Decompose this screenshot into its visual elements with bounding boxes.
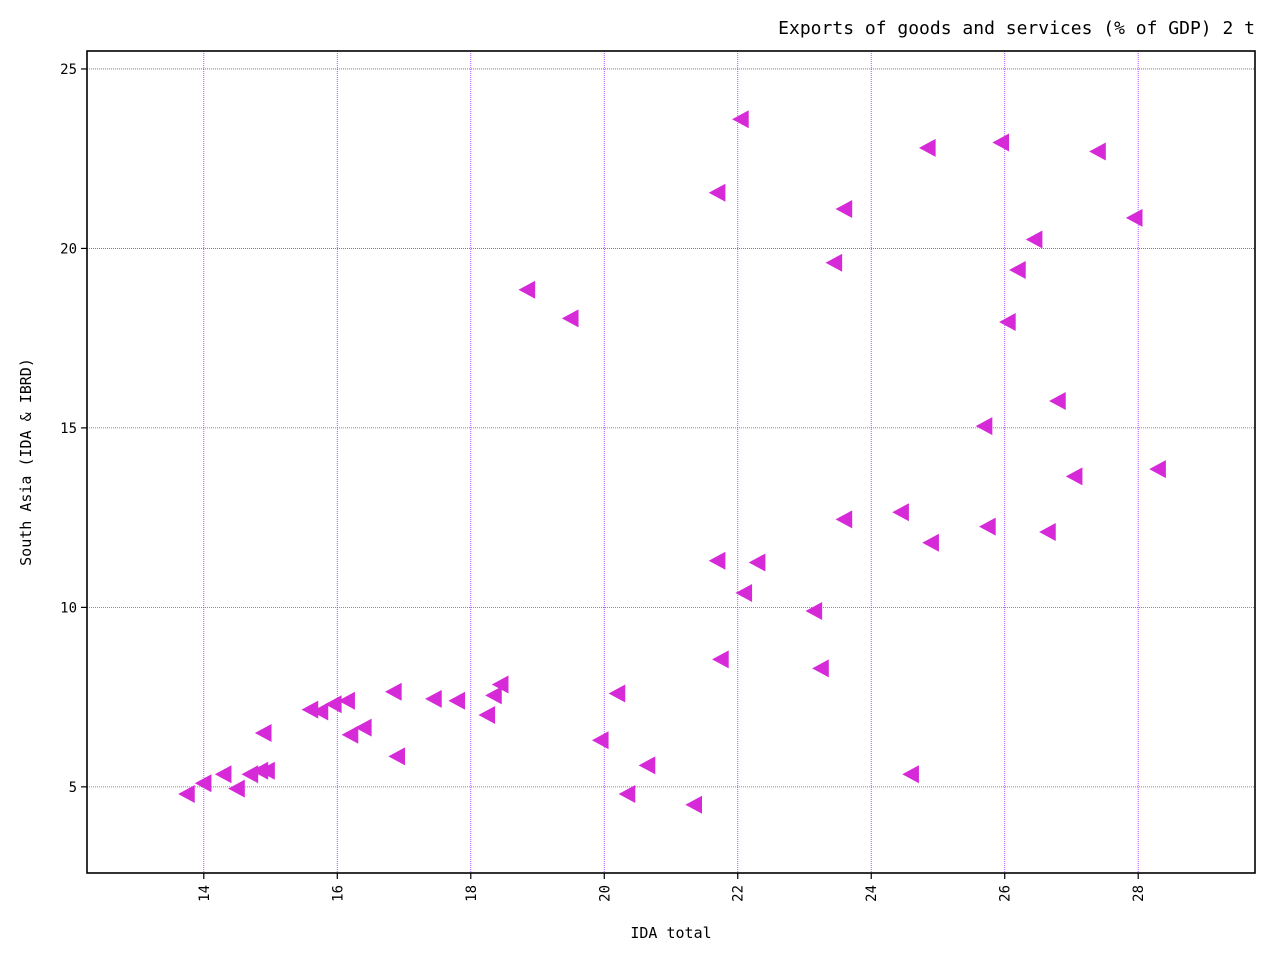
x-tick-label: 16 bbox=[330, 885, 346, 902]
data-point-marker bbox=[254, 724, 272, 743]
data-point-marker bbox=[735, 584, 753, 603]
data-point-marker bbox=[354, 718, 372, 737]
data-point-marker bbox=[708, 551, 726, 570]
data-point-marker bbox=[385, 682, 402, 701]
data-point-marker bbox=[228, 779, 245, 798]
data-point-marker bbox=[618, 785, 636, 804]
y-tick-label: 10 bbox=[60, 600, 77, 616]
data-point-marker bbox=[1065, 467, 1083, 486]
data-point-marker bbox=[178, 785, 195, 804]
data-point-marker bbox=[975, 417, 993, 436]
x-tick-label: 28 bbox=[1131, 885, 1147, 902]
grid-layer bbox=[87, 51, 1255, 873]
data-point-marker bbox=[258, 761, 275, 780]
data-point-marker bbox=[608, 684, 626, 703]
y-axis-label: South Asia (IDA & IBRD) bbox=[17, 358, 35, 566]
data-point-marker bbox=[992, 133, 1010, 152]
chart-title: Exports of goods and services (% of GDP)… bbox=[778, 18, 1255, 39]
data-point-marker bbox=[448, 691, 466, 710]
x-tick-label: 24 bbox=[864, 885, 880, 902]
data-point-marker bbox=[1049, 391, 1066, 410]
plot-area-frame bbox=[86, 50, 1256, 874]
data-point-marker bbox=[301, 700, 319, 719]
y-tick-label: 20 bbox=[60, 241, 77, 257]
data-point-marker bbox=[338, 691, 355, 710]
data-point-marker bbox=[485, 686, 502, 705]
data-point-marker bbox=[892, 503, 909, 522]
data-point-marker bbox=[388, 747, 406, 766]
data-point-marker bbox=[1039, 522, 1056, 541]
data-point-marker bbox=[708, 183, 726, 202]
x-tick-label: 22 bbox=[731, 885, 747, 902]
data-point-marker bbox=[1089, 142, 1106, 161]
data-point-marker bbox=[591, 731, 609, 750]
y-tick-label: 15 bbox=[60, 421, 77, 437]
ticks-layer: 14 16 18 20 22 24 26 28 5 10 15 20 25 bbox=[60, 62, 1147, 902]
data-point-marker bbox=[835, 199, 853, 218]
data-point-marker bbox=[561, 309, 579, 328]
data-point-marker bbox=[999, 313, 1016, 332]
x-tick-label: 14 bbox=[197, 885, 213, 902]
data-point-marker bbox=[1025, 230, 1043, 249]
points-layer bbox=[178, 110, 1166, 814]
data-point-marker bbox=[902, 765, 919, 784]
x-tick-label: 18 bbox=[464, 885, 480, 902]
data-point-marker bbox=[1009, 260, 1026, 279]
data-point-marker bbox=[478, 706, 496, 725]
y-tick-label: 5 bbox=[69, 780, 77, 796]
data-point-marker bbox=[812, 659, 829, 678]
data-point-marker bbox=[491, 675, 509, 694]
x-tick-label: 26 bbox=[998, 885, 1014, 902]
x-axis-label: IDA total bbox=[630, 924, 711, 942]
data-point-marker bbox=[194, 774, 212, 793]
data-point-marker bbox=[1125, 208, 1143, 227]
data-point-marker bbox=[712, 650, 729, 669]
data-point-marker bbox=[825, 253, 843, 272]
data-point-marker bbox=[732, 110, 749, 129]
data-point-marker bbox=[748, 553, 766, 572]
y-tick-label: 25 bbox=[60, 62, 77, 78]
data-point-marker bbox=[835, 510, 853, 529]
data-point-marker bbox=[341, 725, 359, 744]
data-point-marker bbox=[638, 756, 656, 775]
x-tick-label: 20 bbox=[597, 885, 613, 902]
data-point-marker bbox=[918, 138, 936, 157]
data-point-marker bbox=[805, 601, 823, 620]
data-point-marker bbox=[518, 280, 536, 299]
data-point-marker bbox=[311, 702, 329, 721]
data-point-marker bbox=[1149, 460, 1166, 479]
data-point-marker bbox=[214, 765, 232, 784]
data-point-marker bbox=[425, 689, 442, 708]
data-point-marker bbox=[324, 695, 342, 714]
data-point-marker bbox=[979, 517, 996, 536]
data-point-marker bbox=[922, 533, 939, 552]
data-point-marker bbox=[685, 795, 703, 814]
